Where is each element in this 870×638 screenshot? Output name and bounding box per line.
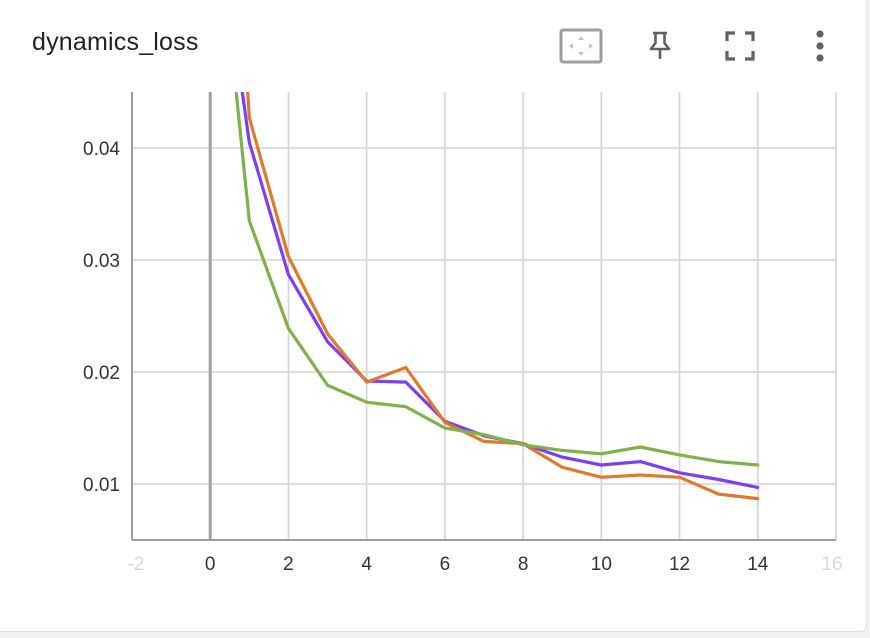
series-line-3 [234, 92, 760, 467]
card-title: dynamics_loss [32, 28, 199, 56]
y-tick-label: 0.03 [83, 251, 120, 272]
x-tick-label: 2 [283, 554, 294, 575]
y-tick-label: 0.01 [83, 475, 120, 496]
more-vert-icon [816, 30, 824, 62]
fullscreen-button[interactable] [718, 26, 762, 66]
tick-labels: -2 0 2 4 6 8 10 12 14 16 0.01 0.02 0.03 0.04 [83, 139, 843, 575]
x-tick-label: 0 [205, 554, 216, 575]
series-group [234, 92, 760, 501]
x-tick-label: 10 [591, 554, 612, 575]
x-tick-label: -2 [128, 554, 145, 575]
x-tick-label: 4 [361, 554, 372, 575]
series-line-2 [246, 92, 760, 501]
grid [132, 92, 837, 540]
x-tick-label: 12 [669, 554, 690, 575]
fit-to-domain-icon [559, 28, 603, 64]
fit-domain-button[interactable] [559, 26, 603, 66]
y-tick-label: 0.02 [83, 363, 120, 384]
y-tick-label: 0.04 [83, 139, 120, 160]
x-tick-label: 14 [747, 554, 769, 575]
pin-button[interactable] [638, 26, 682, 66]
more-options-button[interactable] [798, 26, 842, 66]
pin-icon [649, 31, 671, 59]
x-tick-label: 16 [821, 554, 842, 575]
axes [131, 92, 836, 541]
fullscreen-icon [725, 31, 755, 61]
x-tick-label: 8 [518, 554, 529, 575]
x-tick-label: 6 [440, 554, 451, 575]
